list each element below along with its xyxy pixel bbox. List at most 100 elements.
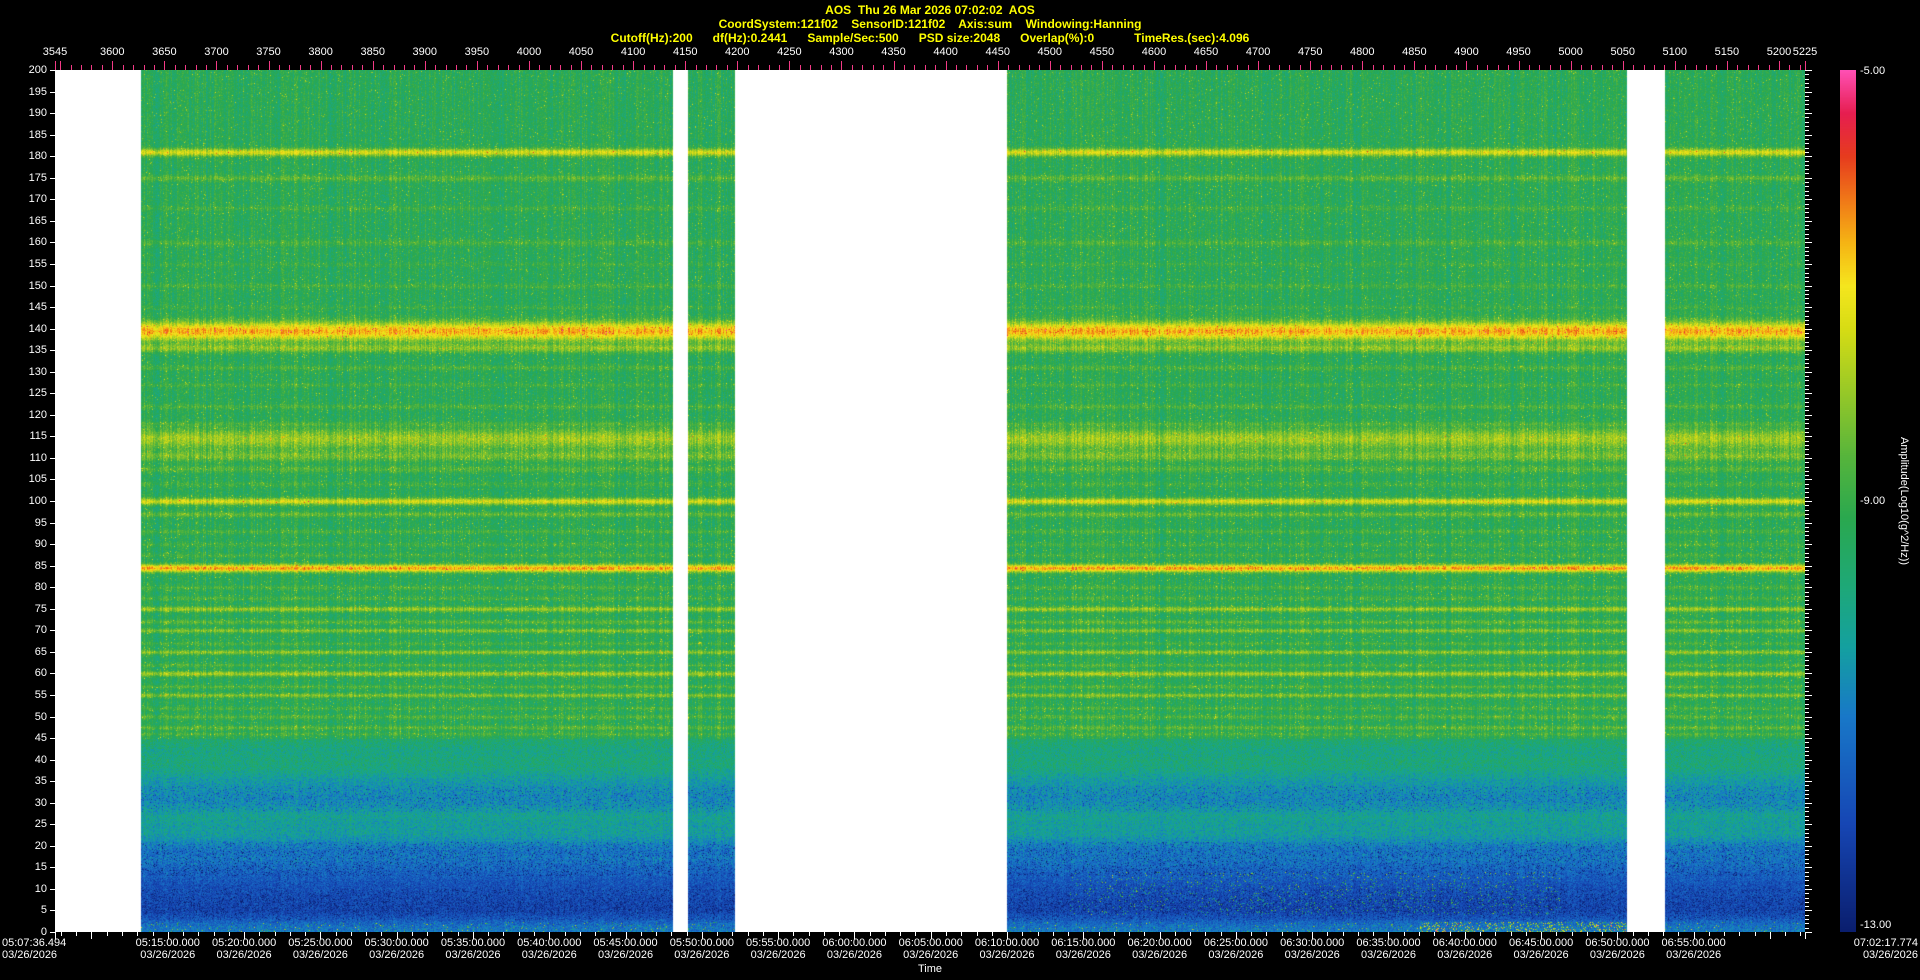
frequency-axis-label: 35 xyxy=(34,775,47,788)
record-axis-label: 5225 xyxy=(1792,46,1818,58)
record-axis-label: 3800 xyxy=(308,46,333,58)
time-axis-label: 06:35:00.000 03/26/2026 xyxy=(1356,937,1421,961)
record-axis-label: 3750 xyxy=(256,46,281,58)
record-number-axis: 3545 3600 3650 3700 3750 3800 3850 3900 3950 4000… xyxy=(43,46,1817,60)
record-axis-label: 4100 xyxy=(620,46,646,58)
frequency-axis-label: 20 xyxy=(34,839,47,852)
record-axis-label: 4850 xyxy=(1402,46,1427,58)
record-axis-label: 4450 xyxy=(985,46,1010,58)
frequency-axis-label: 65 xyxy=(34,645,47,658)
time-axis-label: 05:45:00.000 03/26/2026 xyxy=(593,937,658,961)
time-axis-label: 06:40:00.000 03/26/2026 xyxy=(1432,937,1497,961)
record-axis-label: 4950 xyxy=(1506,46,1531,58)
frequency-axis: 200 195 190 185 180 175 170 165 160 155 150 145 140 1… xyxy=(0,0,55,980)
frequency-axis-label: 160 xyxy=(28,236,47,249)
record-axis-label: 3900 xyxy=(412,46,438,58)
end-time: 07:02:17.774 xyxy=(1853,937,1918,949)
time-axis-label: 05:50:00.000 03/26/2026 xyxy=(669,937,734,961)
frequency-axis-label: 125 xyxy=(28,387,47,400)
record-axis-label: 5100 xyxy=(1662,46,1688,58)
frequency-axis-label: 10 xyxy=(34,882,47,895)
record-axis-label: 4500 xyxy=(1037,46,1063,58)
record-axis-label: 3850 xyxy=(360,46,385,58)
frequency-axis-label: 55 xyxy=(34,688,47,701)
time-axis-label: 05:30:00.000 03/26/2026 xyxy=(364,937,429,961)
time-axis-label: 06:45:00.000 03/26/2026 xyxy=(1508,937,1574,961)
frequency-axis-label: 185 xyxy=(28,128,47,141)
frequency-axis-label: 115 xyxy=(29,430,47,443)
frequency-axis-label: 40 xyxy=(34,753,47,766)
record-axis-label: 4550 xyxy=(1089,46,1115,58)
record-axis-label: 4600 xyxy=(1141,46,1167,58)
record-axis-label: 4800 xyxy=(1350,46,1375,58)
frequency-axis-label: 100 xyxy=(28,495,47,507)
record-axis-label: 3650 xyxy=(152,46,177,58)
time-axis-label: 05:55:00.000 03/26/2026 xyxy=(746,937,811,961)
time-axis-label: 06:25:00.000 03/26/2026 xyxy=(1203,937,1269,961)
record-axis-label: 4700 xyxy=(1245,46,1271,58)
record-axis-label: 5200 xyxy=(1766,46,1792,58)
time-axis-label: 05:20:00.000 03/26/2026 xyxy=(211,937,277,961)
colorbar-max-label: -5.00 xyxy=(1860,65,1886,77)
frequency-axis-label: 135 xyxy=(28,344,47,357)
record-axis-label: 5150 xyxy=(1714,46,1740,58)
frequency-axis-label: 150 xyxy=(28,279,47,292)
record-axis-label: 3700 xyxy=(204,46,229,58)
frequency-axis-label: 75 xyxy=(34,602,47,615)
record-axis-label: 4400 xyxy=(933,46,958,58)
end-date: 03/26/2026 xyxy=(1862,949,1918,961)
frequency-axis-label: 90 xyxy=(34,538,47,551)
time-axis-label: 05:40:00.000 03/26/2026 xyxy=(517,937,582,961)
frequency-axis-label: 180 xyxy=(28,150,47,163)
record-axis-label: 4000 xyxy=(516,46,542,58)
frequency-axis-label: 200 xyxy=(28,64,47,76)
time-axis-end-label: 07:02:17.774 03/26/2026 xyxy=(1854,937,1918,961)
frequency-axis-label: 145 xyxy=(28,301,47,314)
frequency-axis-label: 120 xyxy=(28,408,47,421)
spectrogram-canvas[interactable] xyxy=(55,70,1805,932)
colorbar-mid-label: -9.00 xyxy=(1860,495,1886,507)
frequency-axis-label: 25 xyxy=(34,818,47,831)
record-axis-label: 4300 xyxy=(829,46,854,58)
record-axis-label: 4150 xyxy=(672,46,698,58)
start-date: 03/26/2026 xyxy=(2,949,58,961)
start-time: 05:07:36.494 xyxy=(2,937,67,949)
time-axis-label: 05:15:00.000 03/26/2026 xyxy=(135,937,200,961)
frequency-axis-label: 95 xyxy=(34,516,47,529)
record-axis-label: 3600 xyxy=(100,46,125,58)
time-axis-label: 06:15:00.000 03/26/2026 xyxy=(1051,937,1116,961)
time-axis-label: 05:35:00.000 03/26/2026 xyxy=(440,937,506,961)
frequency-axis-label: 175 xyxy=(28,171,47,184)
frequency-axis-label: 130 xyxy=(28,365,47,378)
frequency-axis-label: 190 xyxy=(28,107,47,120)
colorbar-gradient xyxy=(1840,70,1856,932)
time-axis-label: 06:05:00.000 03/26/2026 xyxy=(898,937,963,961)
record-axis-label: 4250 xyxy=(777,46,802,58)
time-axis-start-label: 05:07:36.494 03/26/2026 xyxy=(2,937,66,961)
header-settings-line: CoordSystem:121f02 SensorID:121f02 Axis:… xyxy=(718,17,1142,31)
header-dsp-params-line: Cutoff(Hz):200 df(Hz):0.2441 Sample/Sec:… xyxy=(610,31,1250,45)
time-axis-label: 06:50:00.000 03/26/2026 xyxy=(1585,937,1650,961)
frequency-axis-label: 15 xyxy=(34,861,47,874)
frequency-axis-label: 140 xyxy=(28,322,47,335)
time-axis-label: 06:55:00.000 03/26/2026 xyxy=(1661,937,1726,961)
frequency-axis-label: 5 xyxy=(40,904,47,917)
frequency-axis-label: 80 xyxy=(34,581,47,594)
frequency-axis-label: 0 xyxy=(40,926,47,938)
record-axis-label: 3545 xyxy=(42,46,68,58)
frequency-axis-label: 30 xyxy=(34,796,47,809)
record-axis-label: 4750 xyxy=(1297,46,1323,58)
time-axis-label: 05:25:00.000 03/26/2026 xyxy=(288,937,353,961)
frequency-axis-label: 60 xyxy=(34,667,47,680)
frequency-axis-label: 155 xyxy=(28,257,47,270)
frequency-axis-label: 195 xyxy=(28,85,47,98)
time-axis: 05:15:00.000 03/26/2026 05:20:00.000 03/26/… xyxy=(55,937,1805,963)
colorbar-title: Amplitude(Log10(g^2/Hz)) xyxy=(1898,436,1910,566)
record-axis-label: 5050 xyxy=(1610,46,1635,58)
record-axis-label: 4350 xyxy=(881,46,906,58)
time-axis-label: 06:30:00.000 03/26/2026 xyxy=(1280,937,1345,961)
frequency-axis-label: 110 xyxy=(29,451,47,464)
record-axis-label: 4650 xyxy=(1193,46,1219,58)
frequency-axis-label: 165 xyxy=(28,214,47,227)
window-title: AOS Thu 26 Mar 2026 07:02:02 AOS xyxy=(825,3,1035,17)
